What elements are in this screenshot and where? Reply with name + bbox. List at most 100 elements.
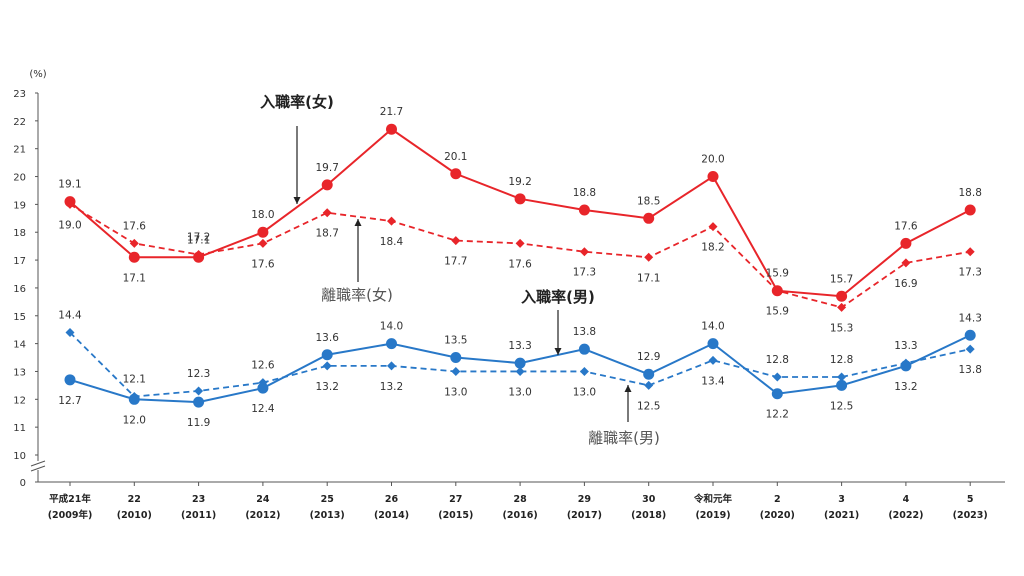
annotation-arrow-head bbox=[624, 385, 632, 392]
x-tick-sublabel: (2009年) bbox=[48, 509, 93, 521]
x-tick-label: 3 bbox=[838, 494, 845, 505]
y-tick-label: 10 bbox=[13, 451, 26, 462]
axis-break-mark bbox=[30, 460, 46, 467]
x-tick-label: 29 bbox=[578, 494, 591, 505]
x-tick-sublabel: (2023) bbox=[953, 510, 988, 521]
data-label: 19.1 bbox=[58, 179, 81, 191]
x-tick-sublabel: (2018) bbox=[631, 510, 666, 521]
data-label: 18.8 bbox=[959, 187, 982, 199]
data-point bbox=[514, 357, 526, 369]
data-label: 13.0 bbox=[444, 386, 467, 398]
x-tick-label: 22 bbox=[128, 494, 141, 505]
data-label: 17.3 bbox=[959, 267, 982, 279]
data-point bbox=[965, 247, 975, 257]
axis-break-mark bbox=[30, 465, 46, 472]
data-label: 18.5 bbox=[637, 195, 660, 207]
data-point bbox=[450, 352, 462, 364]
y-tick-label: 19 bbox=[13, 200, 26, 211]
data-label: 12.5 bbox=[830, 400, 853, 412]
x-tick-label: 25 bbox=[321, 494, 334, 505]
data-label: 13.5 bbox=[444, 335, 467, 347]
data-label: 12.4 bbox=[251, 403, 275, 415]
data-label: 18.2 bbox=[701, 242, 724, 254]
data-label: 12.1 bbox=[123, 374, 146, 386]
data-point bbox=[964, 204, 976, 216]
data-point bbox=[707, 338, 719, 350]
data-label: 12.0 bbox=[123, 414, 146, 426]
data-label: 13.0 bbox=[573, 386, 596, 398]
data-point bbox=[387, 216, 396, 226]
x-tick-label: 26 bbox=[385, 494, 399, 505]
x-tick-label: 2 bbox=[774, 494, 781, 505]
data-point bbox=[772, 372, 782, 382]
y-axis-unit-label: (%) bbox=[29, 69, 46, 80]
data-point bbox=[901, 258, 911, 268]
x-tick-label: 令和元年 bbox=[693, 493, 733, 505]
data-point bbox=[321, 349, 333, 361]
y-tick-label: 11 bbox=[13, 423, 26, 434]
x-tick-label: 4 bbox=[903, 494, 910, 505]
y-tick-label: 17 bbox=[13, 256, 26, 267]
x-tick-label: 5 bbox=[967, 494, 974, 505]
data-point bbox=[772, 286, 782, 296]
series-name-label: 離職率(女) bbox=[321, 286, 393, 304]
data-point bbox=[257, 226, 269, 238]
x-tick-sublabel: (2014) bbox=[374, 510, 409, 521]
series-name-label: 離職率(男) bbox=[588, 429, 660, 447]
x-tick-sublabel: (2011) bbox=[181, 510, 216, 521]
data-point bbox=[129, 392, 139, 402]
data-label: 15.3 bbox=[830, 322, 853, 334]
data-label: 20.0 bbox=[701, 154, 724, 166]
x-tick-sublabel: (2012) bbox=[245, 510, 280, 521]
annotation-arrow-head bbox=[354, 219, 362, 226]
data-label: 16.9 bbox=[894, 278, 917, 290]
data-point bbox=[837, 372, 847, 382]
x-tick-label: 23 bbox=[192, 494, 205, 505]
x-tick-label: 平成21年 bbox=[49, 493, 91, 505]
data-label: 13.8 bbox=[573, 326, 596, 338]
y-tick-label: 18 bbox=[13, 228, 26, 239]
data-label: 13.2 bbox=[894, 381, 917, 393]
data-point bbox=[451, 236, 461, 246]
y-tick-label: 15 bbox=[13, 312, 26, 323]
x-tick-sublabel: (2015) bbox=[438, 510, 473, 521]
data-label: 12.8 bbox=[766, 354, 789, 366]
data-label: 17.1 bbox=[187, 234, 210, 246]
data-point bbox=[258, 378, 268, 388]
y-tick-label: 14 bbox=[13, 340, 26, 351]
data-label: 19.2 bbox=[508, 176, 531, 188]
y-tick-label: 13 bbox=[13, 367, 26, 378]
data-label: 12.3 bbox=[187, 368, 210, 380]
data-point bbox=[515, 366, 525, 376]
y-tick-label: 16 bbox=[13, 284, 26, 295]
data-point bbox=[65, 327, 75, 337]
annotation-arrow-head bbox=[293, 197, 301, 204]
x-tick-sublabel: (2013) bbox=[310, 510, 345, 521]
series-line-1 bbox=[69, 203, 971, 309]
data-label: 13.3 bbox=[894, 340, 917, 352]
data-label: 13.4 bbox=[701, 375, 725, 387]
x-tick-label: 27 bbox=[449, 494, 462, 505]
annotation-arrow-head bbox=[554, 348, 562, 355]
data-point bbox=[578, 204, 590, 216]
y-tick-label: 12 bbox=[13, 395, 26, 406]
x-tick-sublabel: (2010) bbox=[117, 510, 152, 521]
x-tick-sublabel: (2017) bbox=[567, 510, 602, 521]
data-point bbox=[901, 358, 911, 368]
data-label: 17.3 bbox=[573, 267, 596, 279]
y-tick-label: 22 bbox=[13, 117, 26, 128]
y-tick-label: 20 bbox=[13, 173, 26, 184]
data-label: 21.7 bbox=[380, 106, 403, 118]
data-label: 12.8 bbox=[830, 354, 853, 366]
data-label: 19.0 bbox=[58, 219, 81, 231]
data-label: 13.0 bbox=[508, 386, 531, 398]
data-point bbox=[387, 361, 396, 371]
data-label: 17.6 bbox=[251, 258, 275, 270]
x-tick-label: 28 bbox=[513, 494, 527, 505]
data-point bbox=[837, 302, 847, 312]
data-label: 18.4 bbox=[380, 236, 404, 248]
data-point bbox=[644, 380, 654, 390]
y-tick-label: 0 bbox=[20, 478, 26, 489]
data-label: 12.7 bbox=[58, 395, 81, 407]
